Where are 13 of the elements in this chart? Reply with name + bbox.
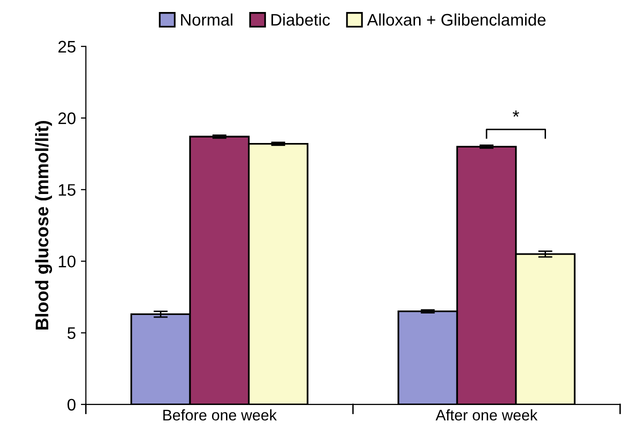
- y-axis-title: Blood glucose (mmol/lit): [35, 120, 52, 330]
- x-tick-label: Before one week: [163, 409, 277, 421]
- y-tick-label: 10: [58, 256, 76, 268]
- legend-label: Normal: [181, 13, 232, 26]
- legend-label: Alloxan + Glibenclamide: [367, 13, 546, 26]
- x-tick-label: After one week: [436, 409, 538, 421]
- y-tick-label: 0: [68, 398, 76, 411]
- annotation: *: [512, 110, 520, 117]
- y-tick-label: 20: [58, 112, 76, 124]
- y-tick-label: 5: [68, 327, 76, 340]
- y-tick-label: 15: [58, 184, 76, 196]
- legend-label: Diabetic: [271, 13, 330, 26]
- y-tick-label: 25: [58, 40, 76, 53]
